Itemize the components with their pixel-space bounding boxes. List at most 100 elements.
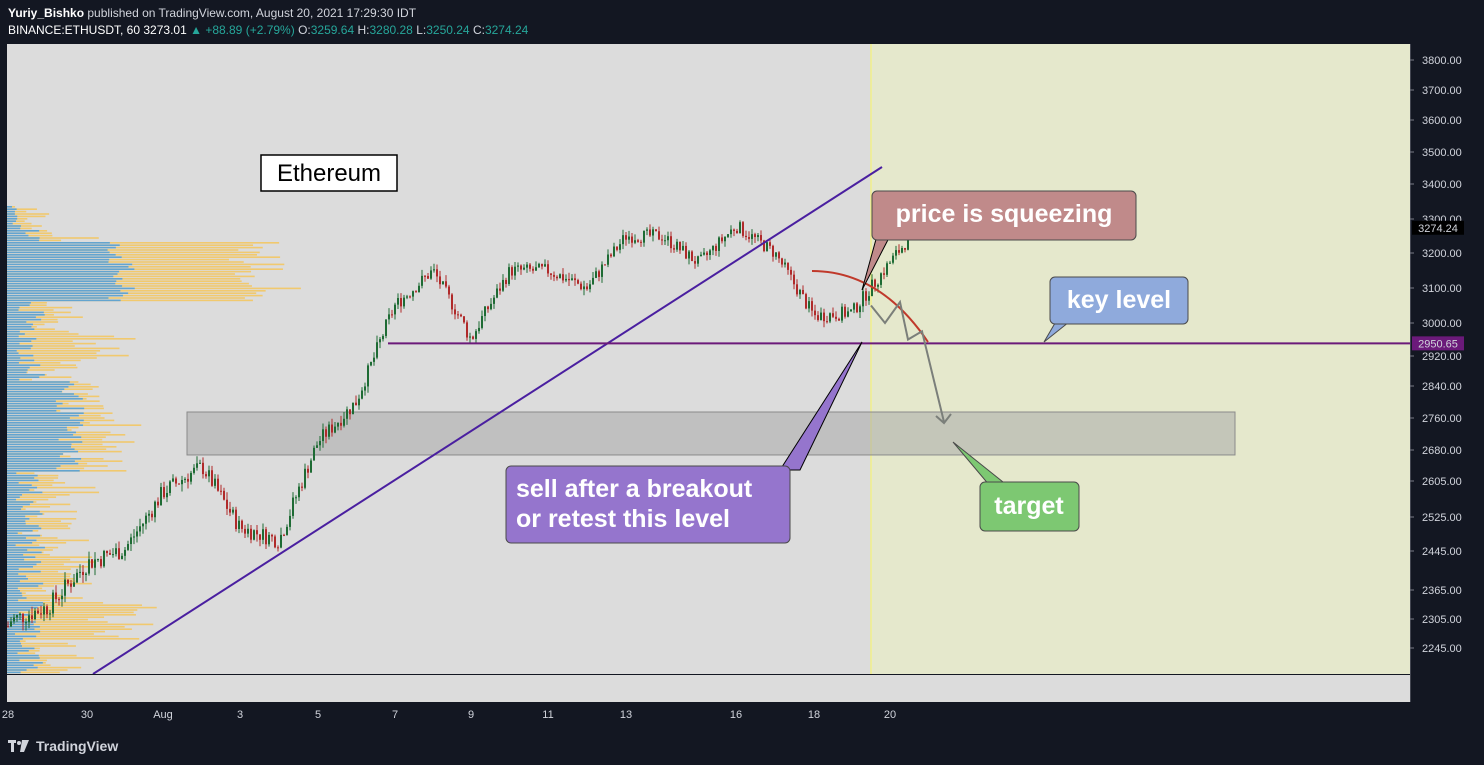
volume-profile-bar	[7, 594, 62, 597]
candle-body	[808, 301, 810, 309]
candle-body	[652, 229, 654, 236]
candle-body	[322, 429, 324, 442]
volume-profile-bar	[7, 604, 43, 606]
candle-body	[172, 478, 174, 482]
open-value: 3259.64	[310, 23, 355, 37]
volume-profile-bar	[7, 638, 23, 640]
time-tick-label: 7	[392, 709, 398, 721]
price-tick-label: 3000.00	[1422, 318, 1462, 330]
volume-profile	[7, 206, 301, 674]
forecast-path[interactable]	[870, 299, 945, 423]
candle-body	[805, 294, 807, 309]
volume-profile-bar	[7, 446, 71, 448]
volume-profile-bar	[7, 659, 20, 662]
volume-profile-bar	[7, 590, 20, 592]
volume-profile-bar	[7, 630, 41, 633]
volume-profile-bar	[7, 249, 239, 251]
candle-body	[178, 483, 180, 485]
volume-profile-bar	[7, 573, 19, 575]
volume-profile-bar	[7, 273, 235, 275]
volume-profile-bar	[7, 599, 50, 602]
volume-profile-bar	[7, 206, 12, 208]
volume-profile-bar	[7, 570, 41, 573]
rising-trendline[interactable]	[92, 166, 883, 674]
volume-profile-bar	[7, 278, 241, 280]
volume-profile-bar	[7, 609, 31, 611]
price-tick-label: 3200.00	[1422, 248, 1462, 260]
candle-body	[475, 331, 477, 339]
candle-body	[889, 262, 891, 264]
candle-body	[292, 497, 294, 516]
candle-body	[691, 251, 693, 262]
volume-profile-bar	[7, 225, 42, 227]
volume-profile-bar	[7, 578, 75, 580]
volume-profile-bar	[7, 405, 57, 407]
volume-profile-bar	[7, 614, 136, 616]
volume-profile-bar	[7, 669, 68, 671]
candle-body	[454, 309, 456, 315]
candle-body	[616, 246, 618, 250]
volume-profile-bar	[7, 350, 101, 352]
sell-callout[interactable]: sell after a breakout or retest this lev…	[505, 341, 863, 544]
candle-body	[22, 613, 24, 623]
time-tick-label: 9	[468, 709, 474, 721]
candle-body	[205, 474, 207, 477]
candle-body	[874, 279, 876, 287]
candle-body	[430, 270, 432, 279]
squeeze-callout[interactable]: price is squeezing	[861, 190, 1137, 291]
ethereum-label[interactable]: Ethereum	[260, 154, 398, 192]
volume-profile-bar	[7, 657, 40, 659]
candle-body	[661, 239, 663, 241]
candle-body	[184, 478, 186, 480]
volume-profile-bar	[7, 650, 29, 652]
volume-profile-bar	[7, 374, 45, 376]
candle-body	[622, 235, 624, 245]
volume-profile-bar	[7, 630, 105, 633]
time-tick-label: 20	[884, 709, 896, 721]
volume-profile-bar	[7, 642, 68, 645]
candle-body	[436, 269, 438, 277]
target-zone-box[interactable]	[186, 411, 1236, 456]
price-tick-label: 2305.00	[1422, 614, 1462, 626]
key-level-callout[interactable]: key level	[1043, 276, 1189, 343]
candle-body	[904, 248, 906, 250]
target-callout[interactable]: target	[952, 441, 1080, 532]
symbol-label[interactable]: BINANCE:ETHUSDT, 60	[8, 23, 141, 37]
candle-body	[538, 263, 540, 268]
volume-profile-bar	[7, 522, 26, 525]
volume-profile-bar	[7, 568, 71, 570]
candle-body	[544, 264, 546, 267]
candle-body	[262, 529, 264, 540]
candle-body	[112, 554, 114, 556]
candle-body	[694, 261, 696, 264]
volume-profile-bar	[7, 621, 108, 623]
candle-body	[424, 275, 426, 277]
tradingview-footer[interactable]: TradingView	[8, 738, 118, 754]
time-tick-label: 13	[620, 709, 632, 721]
candle-body	[472, 336, 474, 339]
candle-body	[361, 390, 363, 399]
volume-profile-bar	[7, 544, 40, 546]
candle-body	[166, 492, 168, 498]
candle-body	[817, 315, 819, 320]
price-axis[interactable]: 3800.003700.003600.003500.003400.003300.…	[1410, 55, 1462, 655]
squeeze-arc[interactable]	[811, 270, 929, 343]
time-tick-label: 11	[542, 709, 553, 721]
volume-profile-bar	[7, 611, 19, 614]
volume-profile-bar	[7, 438, 59, 441]
volume-profile-bar	[7, 381, 70, 383]
candle-body	[700, 254, 702, 257]
volume-profile-bar	[7, 520, 26, 522]
volume-profile-bar	[7, 251, 260, 254]
volume-profile-bar	[7, 621, 36, 623]
volume-profile-bar	[7, 506, 23, 508]
volume-profile-bar	[7, 422, 80, 424]
volume-profile-bar	[7, 484, 32, 486]
author-name[interactable]: Yuriy_Bishko	[8, 6, 85, 20]
candle-body	[901, 248, 903, 253]
key-level-tag: 2950.65	[1412, 336, 1464, 351]
price-chart[interactable]: 3800.003700.003600.003500.003400.003300.…	[0, 0, 1484, 738]
candle-body	[154, 501, 156, 518]
close-value: 3274.24	[484, 23, 529, 37]
time-axis[interactable]: 28 30 Aug 3 5 7 9 11 13 16 18 20	[2, 709, 896, 721]
